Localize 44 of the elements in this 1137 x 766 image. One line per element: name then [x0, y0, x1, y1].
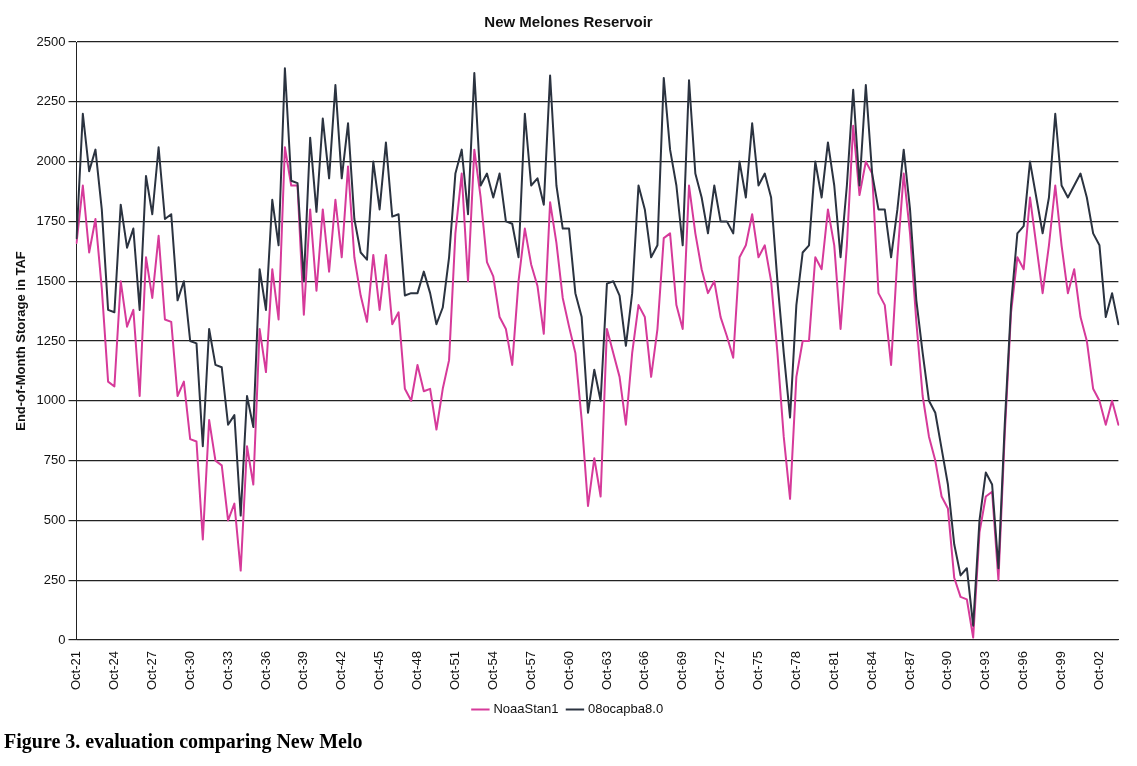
x-tick-label: Oct-33	[219, 650, 235, 690]
caption: Figure 3. evaluation comparing New Melo	[3, 730, 364, 753]
x-tick-label: Oct-57	[522, 650, 538, 690]
x-tick-label: Oct-02	[1091, 650, 1107, 690]
x-tick-label: Oct-99	[1053, 650, 1069, 690]
y-tick-label: 250	[43, 571, 66, 587]
x-tick-label: Oct-27	[143, 650, 159, 690]
x-tick-label: Oct-42	[333, 650, 349, 690]
chart-title: New Melones Reservoir	[484, 13, 653, 31]
x-tick-label: Oct-96	[1015, 650, 1031, 690]
y-tick-label: 2250	[36, 93, 66, 109]
x-tick-label: Oct-66	[636, 650, 652, 690]
y-tick-label: 2000	[36, 153, 66, 169]
y-tick-label: 500	[43, 511, 66, 527]
x-tick-label: Oct-87	[901, 650, 917, 690]
x-tick-label: Oct-75	[750, 650, 766, 690]
x-tick-label: Oct-21	[68, 650, 84, 690]
x-tick-label: Oct-51	[446, 650, 462, 690]
x-tick-label: Oct-30	[181, 650, 197, 690]
y-tick-label: 2500	[36, 33, 66, 49]
x-tick-label: Oct-54	[484, 650, 500, 690]
x-tick-label: Oct-78	[787, 650, 803, 690]
x-tick-label: Oct-48	[409, 650, 425, 690]
y-axis-title: End-of-Month Storage in TAF	[13, 251, 29, 431]
y-tick-label: 1750	[36, 212, 66, 228]
x-tick-label: Oct-69	[674, 650, 690, 690]
y-tick-label: 1250	[36, 332, 66, 348]
x-tick-label: Oct-36	[257, 650, 273, 690]
y-tick-label: 750	[43, 452, 66, 468]
x-tick-label: Oct-24	[105, 650, 121, 690]
y-tick-label: 0	[58, 631, 66, 647]
y-tick-label: 1500	[36, 272, 66, 288]
x-tick-label: Oct-72	[712, 650, 728, 690]
x-tick-label: Oct-84	[863, 650, 879, 690]
x-tick-label: Oct-90	[939, 650, 955, 690]
x-tick-label: Oct-63	[598, 650, 614, 690]
x-tick-label: Oct-60	[560, 650, 576, 690]
legend-label: NoaaStan1	[493, 701, 559, 717]
x-tick-label: Oct-93	[977, 650, 993, 690]
x-tick-label: Oct-45	[371, 650, 387, 690]
x-tick-label: Oct-39	[295, 650, 311, 690]
y-tick-label: 1000	[36, 392, 66, 408]
x-tick-label: Oct-81	[825, 650, 841, 690]
legend-label: 08ocapba8.0	[587, 701, 664, 717]
